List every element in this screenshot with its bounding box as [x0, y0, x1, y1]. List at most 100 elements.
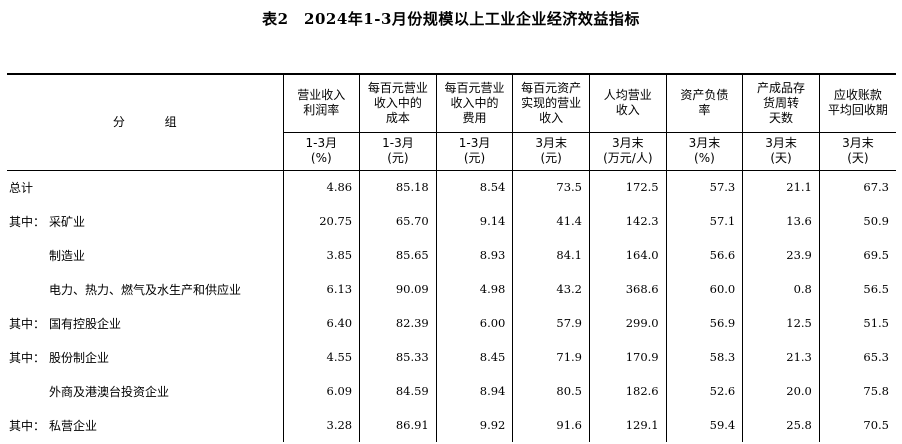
column-header-name: 每百元资产 实现的营业 收入	[512, 73, 590, 132]
table-cell: 25.8	[742, 408, 820, 442]
column-header-period-unit: 3月末 (%)	[665, 131, 743, 171]
table-cell: 85.33	[359, 340, 437, 374]
column-period: 3月末	[765, 136, 797, 150]
column-header-period-unit: 1-3月 (元)	[359, 131, 437, 171]
row-label: 其中： 股份制企业	[7, 340, 283, 374]
table-cell: 80.5	[512, 374, 590, 408]
row-label-text: 总计	[9, 180, 34, 195]
column-unit: (万元/人)	[603, 151, 653, 165]
column-header-name: 每百元营业 收入中的 费用	[435, 73, 513, 132]
table-cell: 8.93	[435, 238, 513, 272]
column-header-name: 应收账款 平均回收期	[818, 73, 896, 132]
row-prefix: 其中：	[9, 350, 46, 365]
column-header-period-unit: 3月末 (元)	[512, 131, 590, 171]
table-cell: 56.6	[665, 238, 743, 272]
table-cell: 6.00	[435, 306, 513, 340]
table-cell: 73.5	[512, 170, 590, 204]
table-cell: 4.55	[282, 340, 360, 374]
table-row: 制造业 3.85 85.65 8.93 84.1 164.0 56.6 23.9 69.5	[7, 238, 896, 272]
table-cell: 129.1	[589, 408, 667, 442]
column-unit: (%)	[310, 151, 332, 165]
table-row: 电力、热力、燃气及水生产和供应业 6.13 90.09 4.98 43.2 368.6 60…	[7, 272, 896, 306]
column-header-name: 营业收入 利润率	[282, 73, 360, 132]
table-cell: 91.6	[512, 408, 590, 442]
row-label-text: 国有控股企业	[49, 316, 122, 331]
column-period: 3月末	[611, 136, 644, 150]
table-cell: 43.2	[512, 272, 590, 306]
row-label: 其中： 国有控股企业	[7, 306, 283, 340]
table-cell: 82.39	[359, 306, 437, 340]
column-unit: (元)	[540, 151, 562, 165]
row-label-text: 制造业	[49, 248, 86, 263]
table-cell: 299.0	[589, 306, 667, 340]
table-cell: 51.5	[818, 306, 896, 340]
table-cell: 23.9	[742, 238, 820, 272]
table-cell: 21.1	[742, 170, 820, 204]
table-cell: 142.3	[589, 204, 667, 238]
column-period: 1-3月	[305, 136, 338, 150]
column-header-name: 资产负债率	[665, 73, 743, 132]
table-cell: 8.94	[435, 374, 513, 408]
table-cell: 70.5	[818, 408, 896, 442]
column-header-period-unit: 3月末 (天)	[742, 131, 820, 171]
table-row: 其中： 私营企业 3.28 86.91 9.92 91.6 129.1 59.4 25.8 70.…	[7, 408, 896, 442]
group-column-header: 分 组	[7, 73, 283, 171]
table-cell: 71.9	[512, 340, 590, 374]
table-cell: 368.6	[589, 272, 667, 306]
table-cell: 3.28	[282, 408, 360, 442]
column-unit: (天)	[770, 151, 792, 165]
column-header-name: 人均营业 收入	[589, 73, 667, 132]
table-cell: 59.4	[665, 408, 743, 442]
table-row: 其中： 采矿业 20.75 65.70 9.14 41.4 142.3 57.1 13.6 50.…	[7, 204, 896, 238]
table-cell: 57.9	[512, 306, 590, 340]
table-cell: 6.40	[282, 306, 360, 340]
table-cell: 86.91	[359, 408, 437, 442]
table-cell: 60.0	[665, 272, 743, 306]
table-cell: 84.59	[359, 374, 437, 408]
table-cell: 3.85	[282, 238, 360, 272]
row-label: 制造业	[7, 238, 283, 272]
row-label-text: 私营企业	[49, 418, 98, 433]
table-cell: 57.1	[665, 204, 743, 238]
table-cell: 4.86	[282, 170, 360, 204]
column-header-period-unit: 1-3月 (%)	[282, 131, 360, 171]
column-header-name: 每百元营业 收入中的 成本	[359, 73, 437, 132]
table-cell: 41.4	[512, 204, 590, 238]
table-cell: 90.09	[359, 272, 437, 306]
table-cell: 9.92	[435, 408, 513, 442]
table-cell: 8.45	[435, 340, 513, 374]
table-cell: 21.3	[742, 340, 820, 374]
column-header-period-unit: 3月末 (天)	[818, 131, 896, 171]
table-cell: 13.6	[742, 204, 820, 238]
table-cell: 85.18	[359, 170, 437, 204]
table-cell: 12.5	[742, 306, 820, 340]
table-cell: 57.3	[665, 170, 743, 204]
row-label: 外商及港澳台投资企业	[7, 374, 283, 408]
table-cell: 65.3	[818, 340, 896, 374]
table-cell: 52.6	[665, 374, 743, 408]
table-body: 总计 4.86 85.18 8.54 73.5 172.5 57.3 21.1 67.3 其中：采…	[7, 170, 896, 442]
column-period: 1-3月	[382, 136, 414, 150]
row-prefix: 其中：	[9, 316, 46, 331]
table-cell: 20.75	[282, 204, 360, 238]
column-period: 3月末	[688, 136, 721, 150]
row-label: 其中： 私营企业	[7, 408, 283, 442]
table-cell: 69.5	[818, 238, 896, 272]
table-row: 其中： 股份制企业 4.55 85.33 8.45 71.9 170.9 58.3 21.3 65…	[7, 340, 896, 374]
column-header-period-unit: 3月末 (万元/人)	[589, 131, 667, 171]
table-cell: 65.70	[359, 204, 437, 238]
column-unit: (元)	[463, 151, 486, 165]
row-label-text: 采矿业	[49, 214, 86, 229]
table-cell: 6.13	[282, 272, 360, 306]
table-cell: 84.1	[512, 238, 590, 272]
table-cell: 85.65	[359, 238, 437, 272]
row-label: 总计	[7, 170, 283, 204]
table-cell: 9.14	[435, 204, 513, 238]
table-cell: 164.0	[589, 238, 667, 272]
table-cell: 67.3	[818, 170, 896, 204]
row-label-text: 股份制企业	[49, 350, 110, 365]
row-prefix: 其中：	[9, 418, 46, 433]
column-period: 3月末	[842, 136, 874, 150]
table-cell: 58.3	[665, 340, 743, 374]
table-cell: 170.9	[589, 340, 667, 374]
